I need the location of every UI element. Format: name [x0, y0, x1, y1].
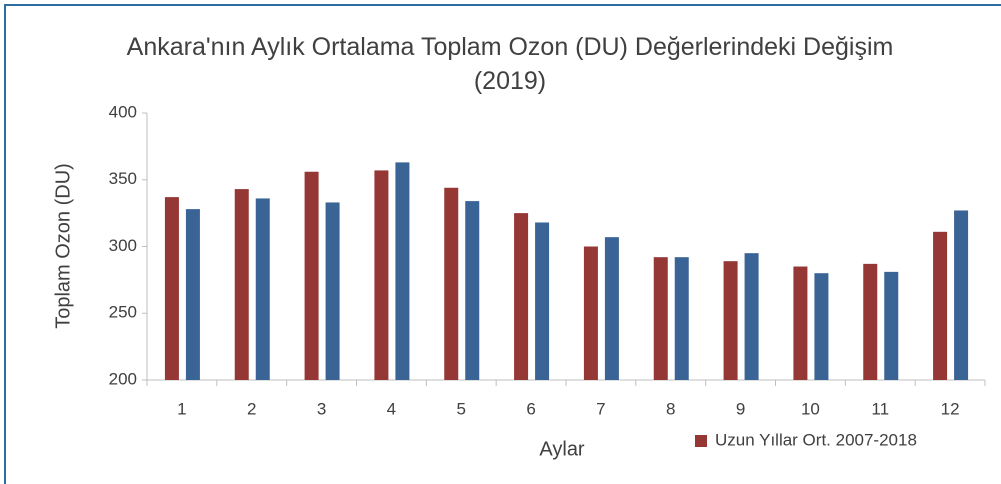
- bar: [395, 162, 410, 380]
- bar: [255, 198, 270, 380]
- bar: [674, 257, 689, 380]
- bar: [374, 170, 389, 380]
- bar: [304, 171, 319, 380]
- x-tick-label: 9: [736, 399, 745, 418]
- y-axis-label: Toplam Ozon (DU): [52, 163, 74, 329]
- bar: [465, 201, 480, 380]
- x-tick-label: 6: [526, 399, 535, 418]
- y-tick-label: 250: [109, 303, 137, 322]
- frame-border: [4, 4, 1001, 484]
- bar: [185, 209, 200, 380]
- bar: [535, 222, 550, 380]
- bar: [514, 213, 529, 380]
- x-tick-label: 11: [871, 399, 889, 418]
- bar: [814, 273, 829, 380]
- bar: [863, 263, 878, 380]
- chart-title: Ankara'nın Aylık Ortalama Toplam Ozon (D…: [126, 33, 894, 95]
- x-axis-label: Aylar: [539, 438, 585, 460]
- x-tick-label: 5: [457, 399, 466, 418]
- bar: [604, 237, 619, 380]
- bar: [723, 261, 738, 380]
- bar: [653, 257, 668, 380]
- x-tick-label: 2: [247, 399, 256, 418]
- legend-label: Uzun Yıllar Ort. 2007-2018: [715, 430, 917, 449]
- x-tick-label: 7: [596, 399, 605, 418]
- bar: [234, 189, 249, 380]
- bar: [744, 253, 759, 380]
- bar: [164, 197, 179, 380]
- x-tick-label: 3: [317, 399, 326, 418]
- legend-swatch: [695, 435, 707, 447]
- bar: [583, 246, 598, 380]
- bar: [444, 187, 459, 380]
- y-tick-label: 200: [109, 369, 137, 388]
- bar: [954, 210, 969, 380]
- x-tick-label: 10: [801, 399, 820, 418]
- y-tick-label: 350: [109, 169, 137, 188]
- bar: [933, 231, 948, 380]
- y-tick-label: 400: [109, 102, 137, 121]
- y-tick-label: 300: [109, 236, 137, 255]
- bar: [884, 271, 899, 380]
- x-tick-label: 12: [941, 399, 960, 418]
- bar: [325, 202, 340, 380]
- bar: [793, 266, 808, 380]
- x-tick-label: 1: [177, 399, 186, 418]
- x-tick-label: 8: [666, 399, 675, 418]
- x-tick-label: 4: [387, 399, 396, 418]
